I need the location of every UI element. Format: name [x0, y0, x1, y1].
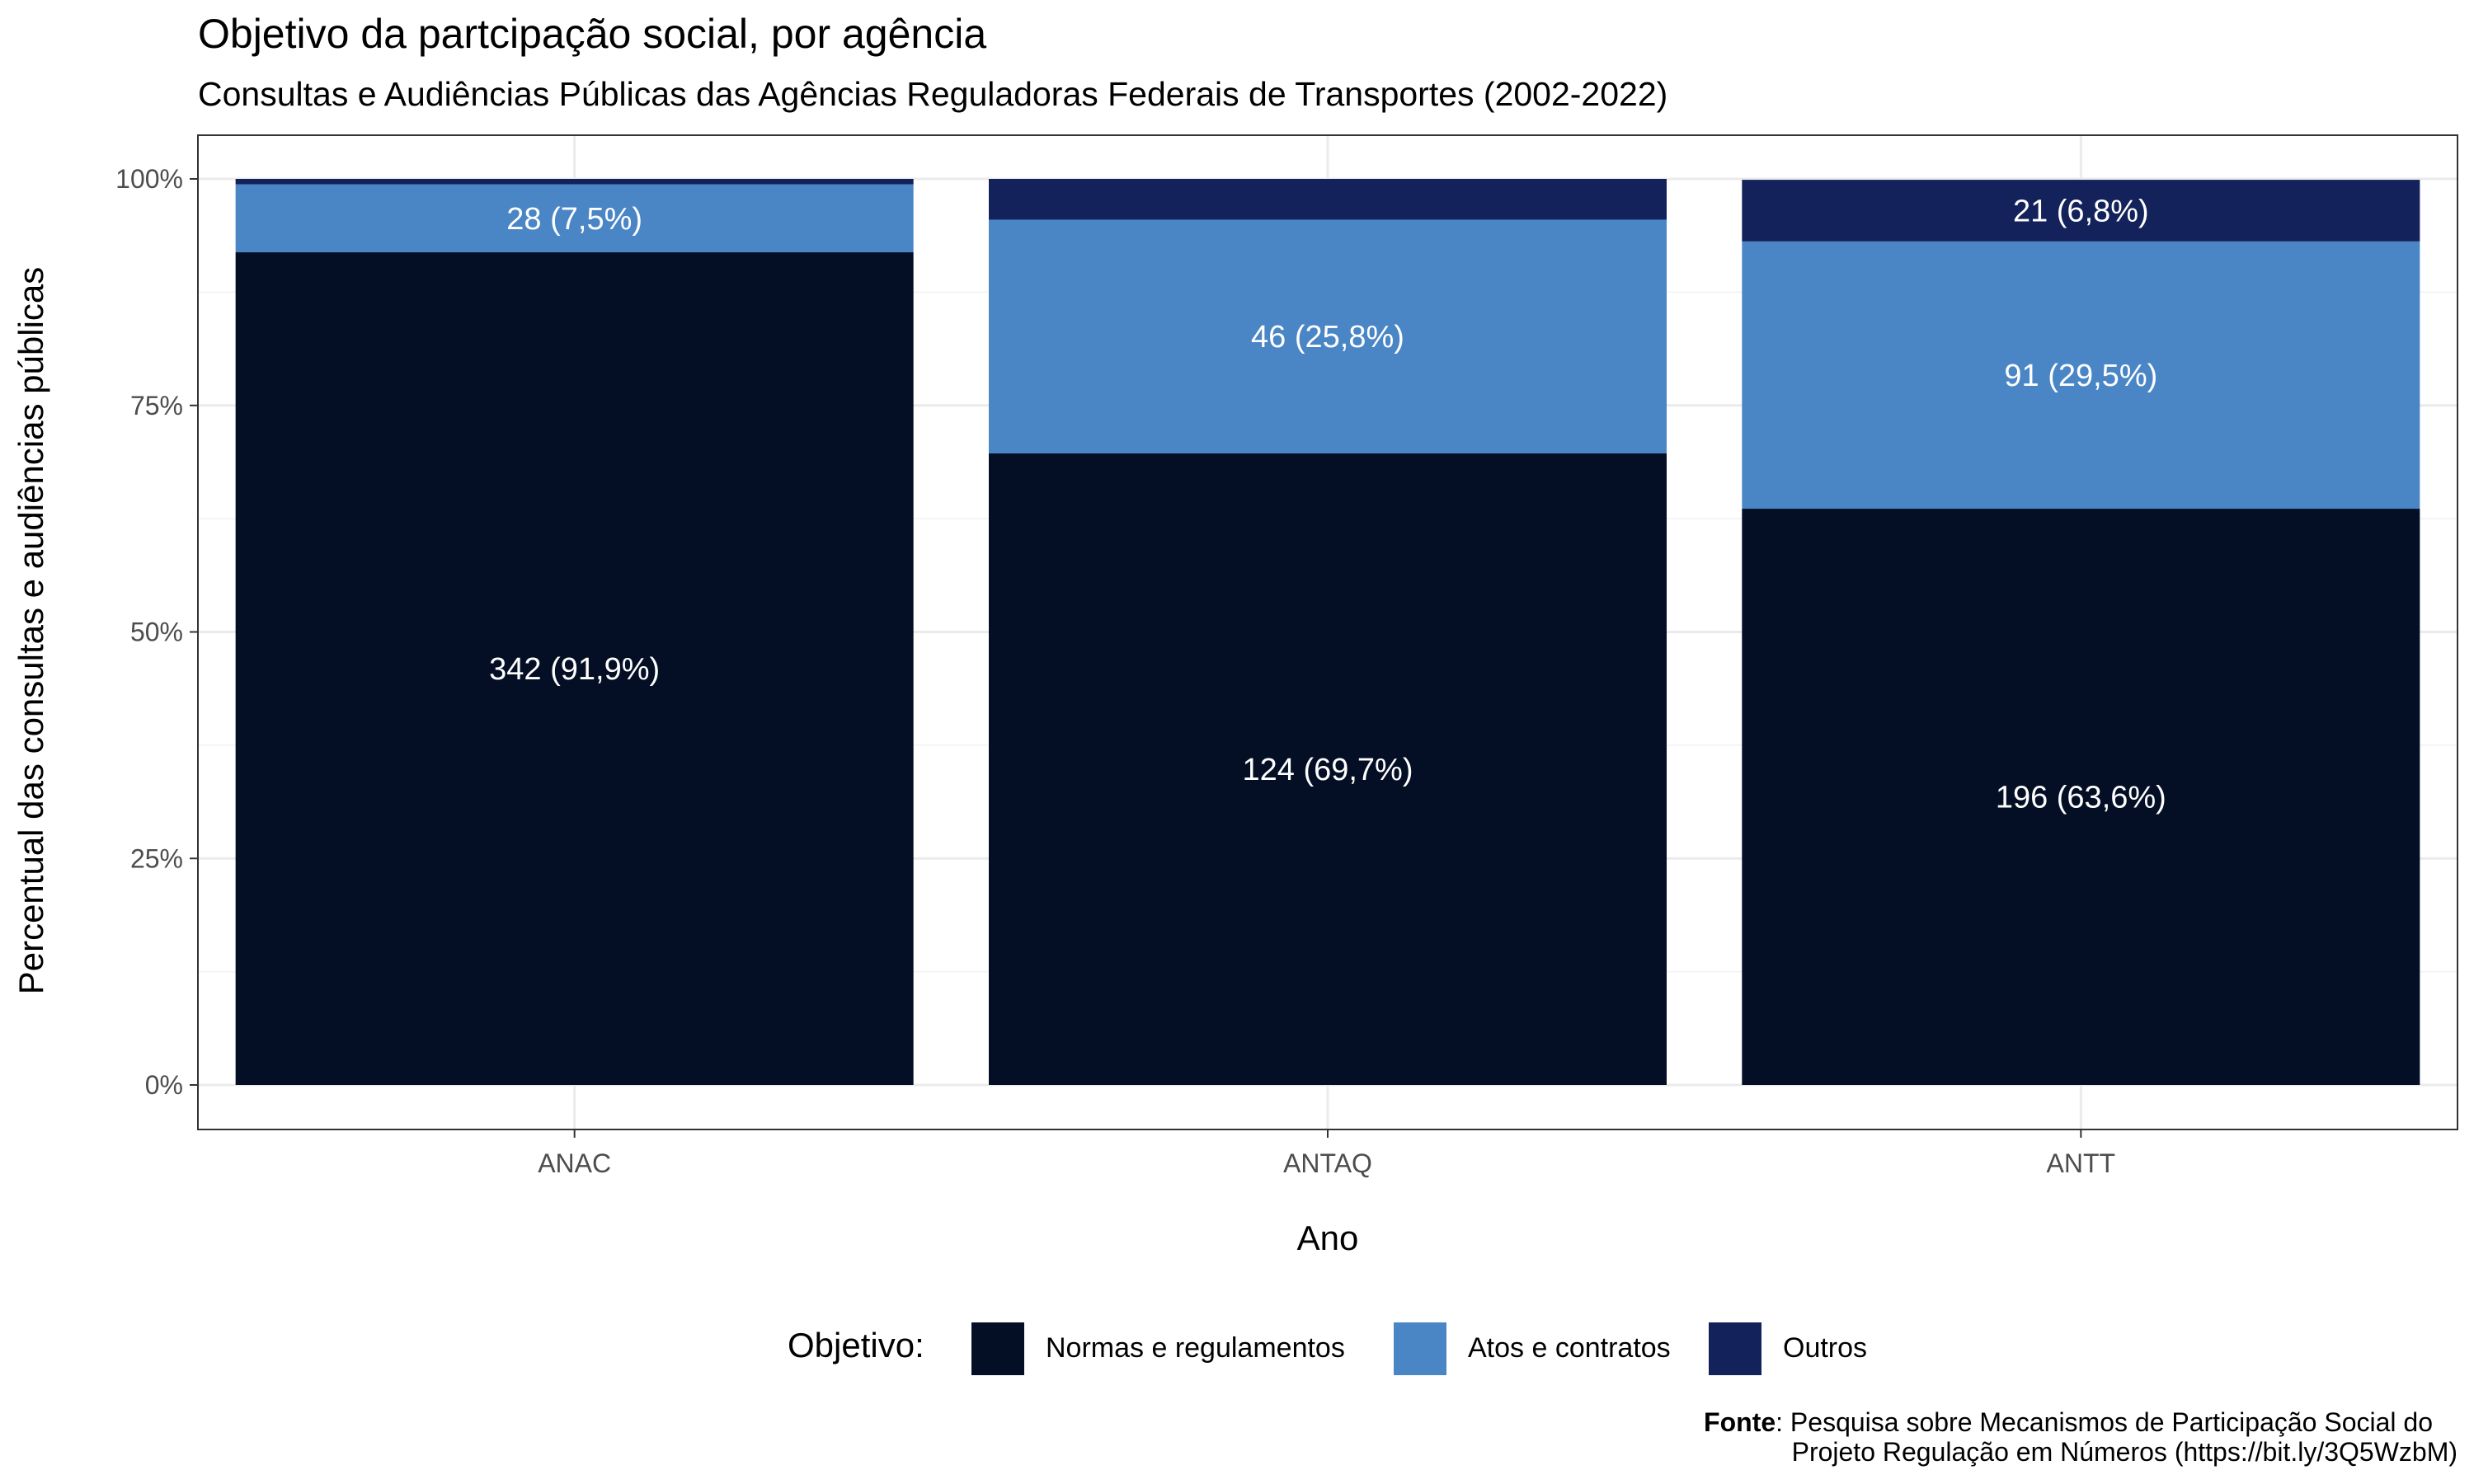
chart-subtitle: Consultas e Audiências Públicas das Agên… [198, 75, 1667, 113]
legend-title: Objetivo: [788, 1326, 924, 1364]
x-tick-label: ANTT [2047, 1148, 2116, 1178]
y-axis-title: Percentual das consultas e audiências pú… [12, 267, 50, 995]
x-tick-label: ANAC [538, 1148, 611, 1178]
y-tick-label: 50% [130, 618, 183, 647]
bar-antt-series-1 [1742, 509, 2420, 1085]
bars: 342 (91,9%) 28 (7,5%) 124 (69,7%) 46 (25,8%… [235, 179, 2420, 1085]
x-axis-title: Ano [1297, 1219, 1359, 1257]
caption-line-2: Projeto Regulação em Números (https://bi… [1792, 1437, 2458, 1467]
data-label: 46 (25,8%) [1251, 320, 1404, 355]
data-label: 91 (29,5%) [2004, 359, 2157, 393]
bar-antt-series-3 [1742, 180, 2420, 242]
y-tick-label: 75% [130, 391, 183, 420]
bar-antt-series-2 [1742, 241, 2420, 510]
caption-source-text: : Pesquisa sobre Mecanismos de Participa… [1776, 1407, 2433, 1437]
bar-antaq-series-1 [989, 453, 1667, 1085]
legend: Objetivo: Normas e regulamentos Atos e co… [788, 1322, 1867, 1375]
legend-label-3: Outros [1783, 1332, 1867, 1364]
caption: Fonte: Pesquisa sobre Mecanismos de Part… [1704, 1407, 2458, 1467]
axis-ticks: 0% 25% 50% 75% 100% ANAC ANTAQ ANTT [115, 164, 2115, 1178]
bar-anac-series-1 [235, 252, 914, 1085]
legend-key-2 [1394, 1322, 1446, 1375]
data-label: 124 (69,7%) [1242, 753, 1413, 787]
legend-key-3 [1709, 1322, 1761, 1375]
y-tick-label: 25% [130, 843, 183, 873]
x-tick-label: ANTAQ [1283, 1148, 1372, 1178]
chart-title: Objetivo da partcipação social, por agên… [198, 11, 986, 57]
caption-line-1: Fonte: Pesquisa sobre Mecanismos de Part… [1704, 1407, 2433, 1437]
data-label: 342 (91,9%) [489, 652, 660, 687]
data-label: 28 (7,5%) [506, 202, 642, 237]
bar-antaq-series-3 [989, 179, 1667, 220]
data-label: 21 (6,8%) [2013, 194, 2149, 228]
legend-label-2: Atos e contratos [1468, 1332, 1671, 1364]
bar-anac-series-2 [235, 184, 914, 253]
bar-antaq-series-2 [989, 219, 1667, 453]
legend-key-1 [971, 1322, 1024, 1375]
data-label: 196 (63,6%) [1996, 781, 2166, 815]
bar-anac-series-3 [235, 179, 914, 185]
legend-label-1: Normas e regulamentos [1046, 1332, 1345, 1364]
caption-source-label: Fonte [1704, 1407, 1776, 1437]
y-tick-label: 100% [115, 164, 183, 194]
y-tick-label: 0% [145, 1070, 183, 1100]
